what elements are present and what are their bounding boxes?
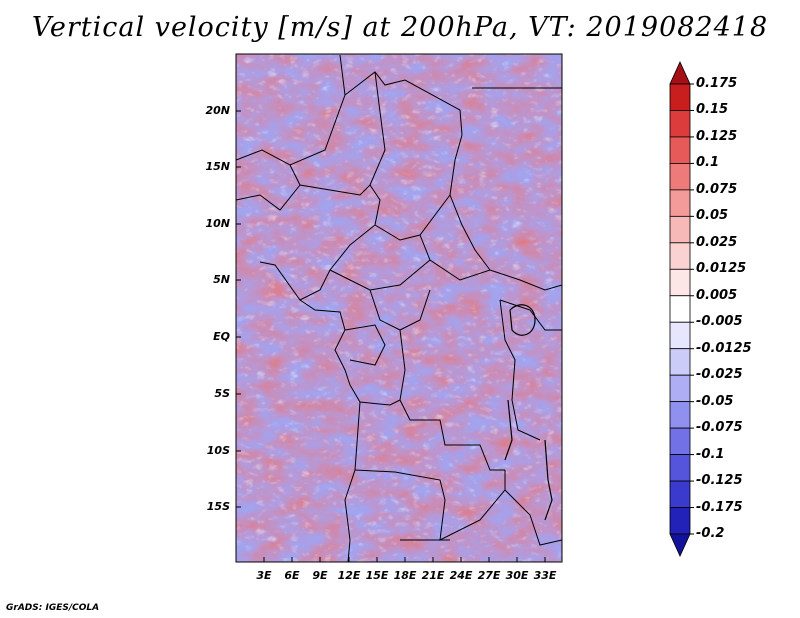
colorbar-label: -0.075 <box>696 420 743 436</box>
colorbar-segment <box>669 507 691 535</box>
colorbar-label: 0.175 <box>696 76 738 91</box>
colorbar-segment <box>669 321 691 350</box>
colorbar-label: 0.025 <box>696 234 738 250</box>
lat-label: 20N <box>205 104 230 117</box>
colorbar-segment <box>669 480 691 508</box>
lon-label: 24E <box>449 569 473 582</box>
colorbar-label: -0.0125 <box>696 340 752 356</box>
map-title: Vertical velocity [m/s] at 200hPa, VT: 2… <box>31 12 769 43</box>
colorbar-segment <box>669 348 691 376</box>
colorbar-label: 0.05 <box>696 208 729 224</box>
lat-label: 10N <box>205 217 230 230</box>
colorbar-label: -0.1 <box>696 446 725 462</box>
lakes <box>504 304 553 521</box>
colorbar-label: 0.0125 <box>696 261 747 277</box>
colorbar-label: 0.1 <box>696 155 720 171</box>
lat-label: 5N <box>213 273 230 286</box>
colorbar-segment <box>669 242 691 270</box>
colorbar-label: -0.05 <box>696 393 734 409</box>
lat-label: 10S <box>206 444 230 457</box>
lon-label: 33E <box>533 569 557 582</box>
colorbar <box>669 61 694 557</box>
colorbar-label: -0.025 <box>696 367 743 383</box>
axis-ticks <box>236 110 546 562</box>
colorbar-segment <box>669 268 691 297</box>
colorbar-label: 0.075 <box>696 181 738 197</box>
lon-label: 21E <box>421 569 445 582</box>
colorbar-segment <box>669 374 691 403</box>
grads-credit: GrADS: IGES/COLA <box>6 603 100 613</box>
colorbar-segment <box>669 533 691 557</box>
colorbar-label: -0.005 <box>696 314 743 330</box>
velocity-field <box>236 54 562 562</box>
lat-label: EQ <box>213 330 230 343</box>
country-borders <box>236 54 562 562</box>
colorbar-label: 0.125 <box>696 128 738 144</box>
lat-label: 15N <box>205 160 230 173</box>
colorbar-segment <box>669 189 691 217</box>
lon-label: 3E <box>256 569 272 582</box>
lon-label: 15E <box>365 569 389 582</box>
lon-label: 27E <box>477 569 501 582</box>
colorbar-label: -0.125 <box>696 473 743 489</box>
colorbar-label: 0.005 <box>696 287 738 303</box>
colorbar-segment <box>669 401 691 429</box>
colorbar-segment <box>669 61 691 85</box>
colorbar-segment <box>669 83 691 111</box>
lat-label: 5S <box>214 387 230 400</box>
colorbar-segment <box>669 295 691 323</box>
colorbar-segment <box>669 163 691 191</box>
lat-label: 15S <box>206 500 230 513</box>
lon-label: 30E <box>505 569 529 582</box>
lon-label: 6E <box>284 569 300 582</box>
colorbar-segment <box>669 427 691 455</box>
lon-label: 18E <box>393 569 417 582</box>
colorbar-label: -0.175 <box>696 499 743 515</box>
map-frame <box>235 53 563 563</box>
lon-label: 12E <box>337 569 361 582</box>
colorbar-segment <box>669 110 691 138</box>
colorbar-segment <box>669 454 691 482</box>
colorbar-segment <box>669 215 691 244</box>
colorbar-segment <box>669 136 691 164</box>
colorbar-label: -0.2 <box>696 526 725 541</box>
colorbar-label: 0.15 <box>696 102 729 118</box>
lon-label: 9E <box>312 569 328 582</box>
